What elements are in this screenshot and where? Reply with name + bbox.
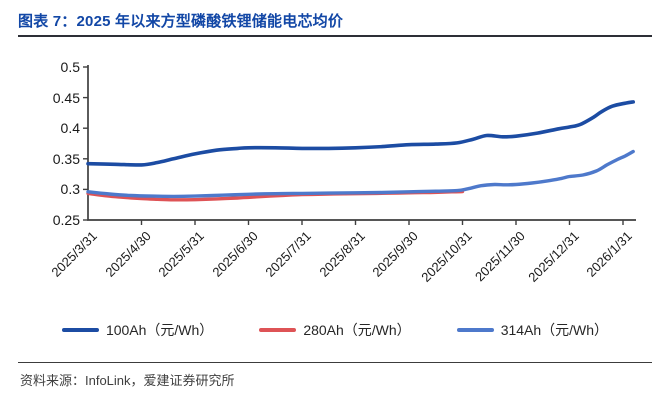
- series-line-100ah: [86, 100, 635, 167]
- legend-item-314ah: 314Ah（元/Wh）: [456, 320, 609, 340]
- y-axis-tick-label: 0.25: [52, 212, 80, 228]
- y-axis-tick-label: 0.5: [60, 59, 80, 75]
- y-axis-tick-label: 0.4: [60, 120, 80, 137]
- y-axis-tick-label: 0.3: [60, 181, 80, 198]
- y-axis-tick-label: 0.35: [52, 150, 80, 167]
- y-axis-tick-label: 0.45: [52, 89, 80, 106]
- legend-swatch-100ah: [61, 328, 99, 332]
- source-note: 资料来源：InfoLink，爱建证券研究所: [20, 373, 235, 388]
- legend-label-314ah: 314Ah（元/Wh）: [500, 322, 609, 338]
- legend-swatch-314ah: [456, 328, 494, 332]
- series-line-314ah: [86, 149, 635, 199]
- chart-legend: 100Ah（元/Wh） 280Ah（元/Wh） 314Ah（元/Wh）: [0, 320, 670, 340]
- footer-divider: [18, 362, 652, 363]
- figure-title: 图表 7：2025 年以来方型磷酸铁锂储能电芯均价: [18, 13, 344, 30]
- legend-label-100ah: 100Ah（元/Wh）: [105, 322, 214, 338]
- title-divider: [18, 35, 652, 37]
- legend-item-280ah: 280Ah（元/Wh）: [259, 320, 411, 340]
- legend-item-100ah: 100Ah（元/Wh）: [61, 320, 214, 340]
- legend-label-280ah: 280Ah（元/Wh）: [303, 322, 411, 338]
- legend-swatch-280ah: [259, 328, 297, 332]
